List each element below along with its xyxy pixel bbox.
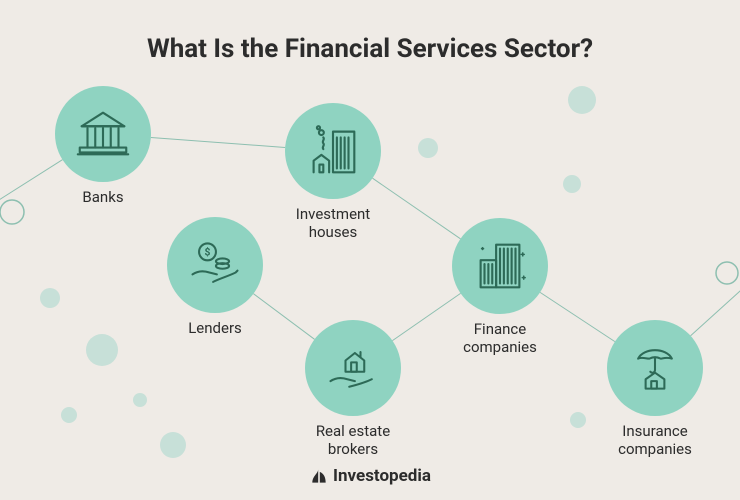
node-insurance: Insurance companies bbox=[607, 368, 703, 458]
decoration-dot bbox=[570, 412, 586, 428]
decoration-dot bbox=[86, 334, 118, 366]
coin-hands-icon: $ bbox=[167, 217, 263, 313]
brand-mark-icon bbox=[309, 466, 329, 486]
edge-offscreen bbox=[0, 160, 62, 212]
umbrella-house-icon bbox=[607, 320, 703, 416]
node-label: Lenders bbox=[188, 319, 242, 337]
footer-brand: Investopedia bbox=[0, 466, 740, 486]
node-finance: Finance companies bbox=[452, 266, 548, 356]
edge bbox=[392, 293, 460, 340]
node-lenders: $ Lenders bbox=[167, 265, 263, 337]
svg-text:$: $ bbox=[205, 246, 211, 259]
bank-icon bbox=[55, 86, 151, 182]
brand-text: Investopedia bbox=[333, 466, 431, 486]
decoration-dot bbox=[133, 393, 147, 407]
decoration-dot bbox=[418, 138, 438, 158]
node-label: Insurance companies bbox=[618, 422, 692, 458]
node-label: Banks bbox=[82, 188, 123, 206]
decoration-dot bbox=[716, 262, 738, 284]
house-hands-icon bbox=[305, 320, 401, 416]
infographic-canvas: What Is the Financial Services Sector? I… bbox=[0, 0, 740, 500]
decoration-dot bbox=[160, 432, 186, 458]
decoration-dot bbox=[61, 407, 77, 423]
decoration-dot bbox=[40, 288, 60, 308]
node-investment: Investment houses bbox=[285, 151, 381, 241]
buildings-smoke-icon bbox=[285, 103, 381, 199]
node-banks: Banks bbox=[55, 134, 151, 206]
decoration-dot bbox=[563, 175, 581, 193]
page-title: What Is the Financial Services Sector? bbox=[0, 34, 740, 64]
edge bbox=[373, 178, 461, 239]
edge bbox=[151, 138, 285, 148]
decoration-dot bbox=[568, 86, 596, 114]
decoration-dot bbox=[0, 200, 24, 224]
buildings-sparkle-icon bbox=[452, 218, 548, 314]
edge bbox=[540, 292, 615, 341]
node-label: Real estate brokers bbox=[316, 422, 390, 458]
node-label: Investment houses bbox=[296, 205, 370, 241]
node-label: Finance companies bbox=[463, 320, 537, 356]
node-realestate: Real estate brokers bbox=[305, 368, 401, 458]
